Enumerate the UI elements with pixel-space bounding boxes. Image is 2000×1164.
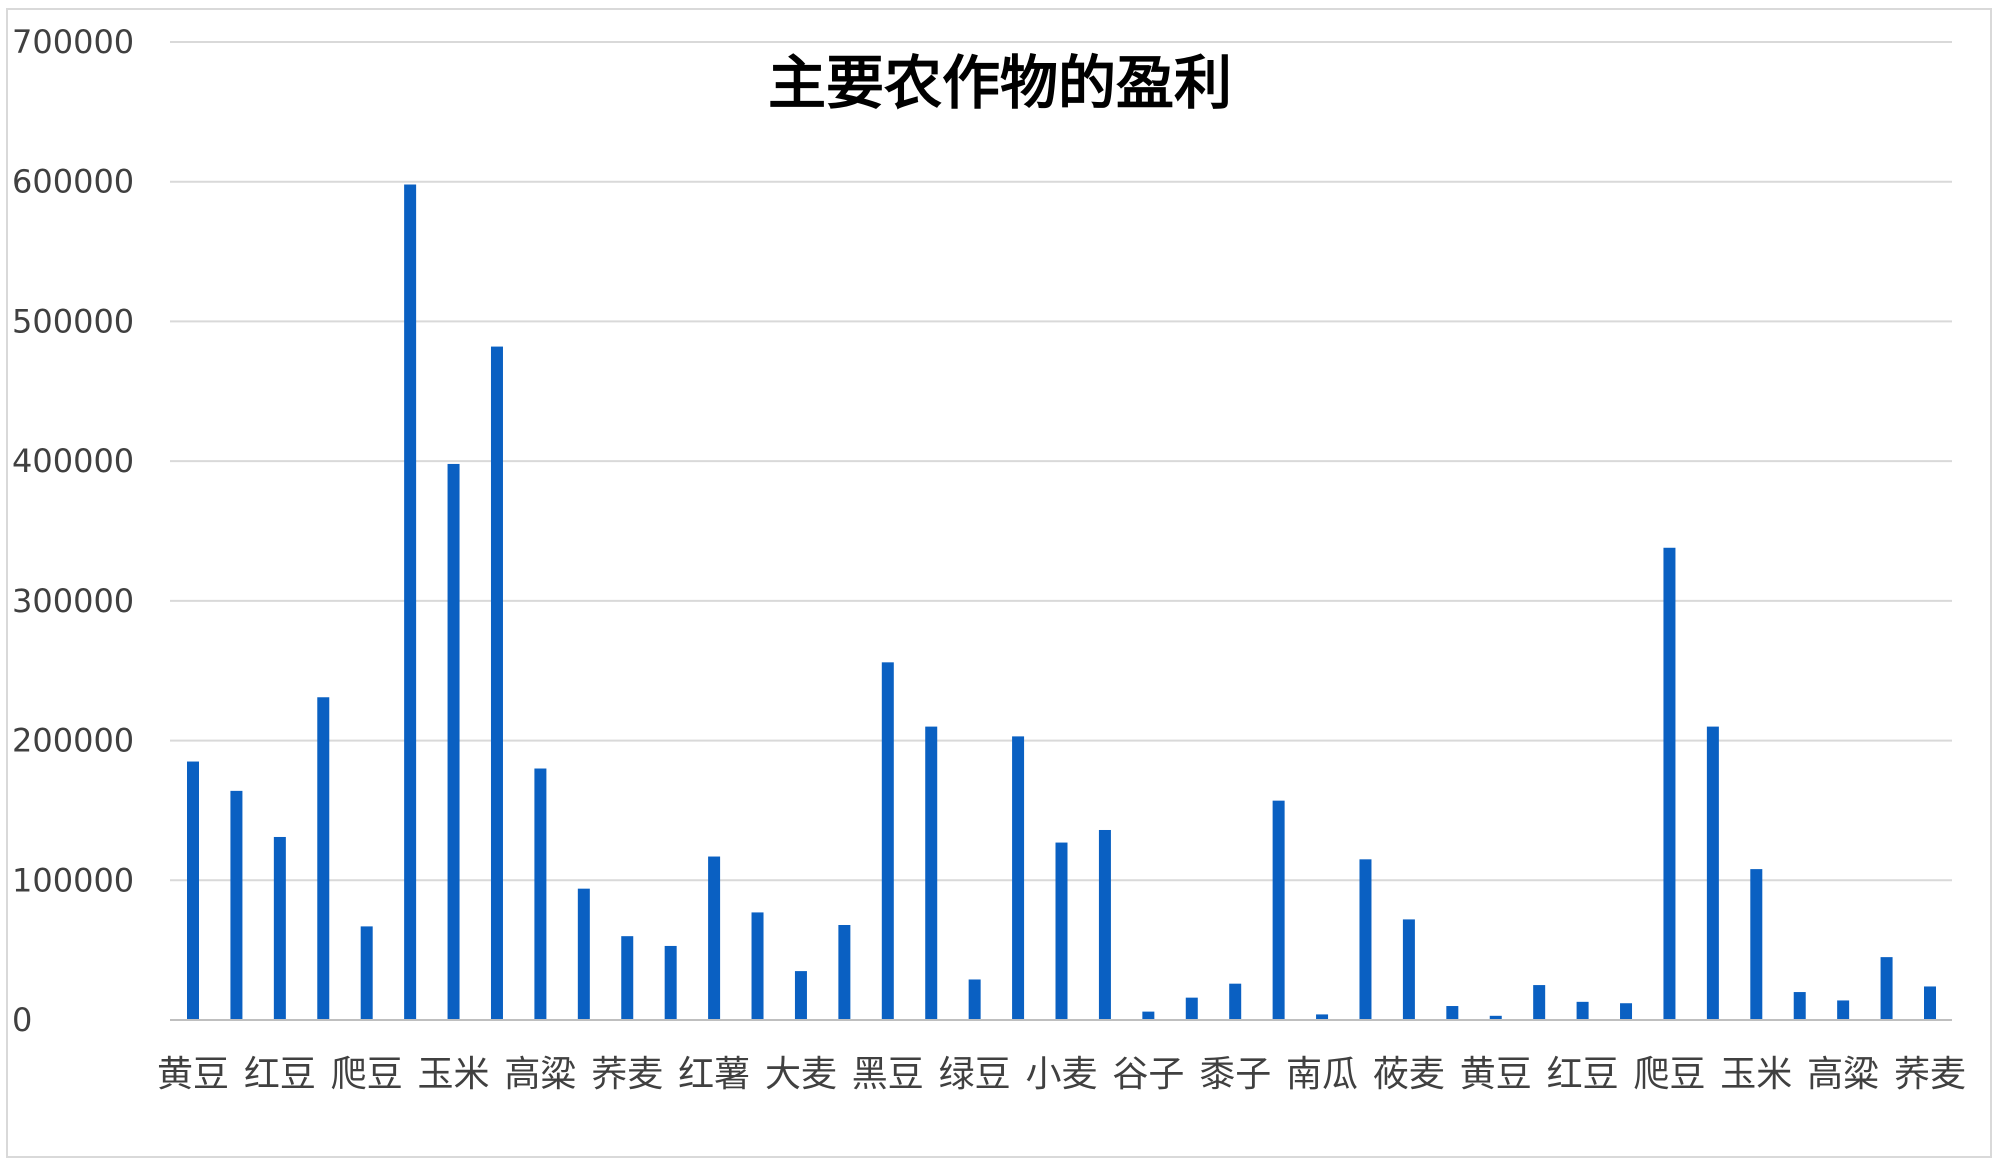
bar <box>1620 1003 1633 1020</box>
bar <box>447 463 460 1020</box>
x-tick-label: 荞麦 <box>1894 1054 1966 1095</box>
x-tick-label: 南瓜 <box>1286 1054 1358 1095</box>
bar <box>317 697 330 1020</box>
x-tick-label: 小麦 <box>1025 1054 1097 1095</box>
y-tick-label: 600000 <box>12 163 134 201</box>
y-tick-label: 400000 <box>12 442 134 480</box>
bar <box>1663 547 1676 1020</box>
x-tick-label: 黄豆 <box>1460 1054 1532 1095</box>
bar <box>1576 1001 1589 1020</box>
bar <box>1880 957 1893 1020</box>
x-tick-label: 高粱 <box>1807 1054 1879 1095</box>
bar <box>1924 986 1936 1020</box>
bar <box>881 662 894 1020</box>
bar <box>925 726 938 1020</box>
x-tick-label: 绿豆 <box>939 1054 1011 1095</box>
y-axis-tick-labels: 0 100000 200000 300000 400000 500000 600000 700… <box>12 23 134 1039</box>
bar <box>968 979 981 1020</box>
chart-title: 主要农作物的盈利 <box>768 49 1232 117</box>
bar <box>360 926 373 1020</box>
bar <box>534 768 547 1020</box>
x-axis-tick-labels: 黄豆 红豆 爬豆 玉米 高粱 荞麦 红薯 大麦 黑豆 绿豆 小麦 谷子 黍子 南瓜 莜麦 黄豆 红豆 爬豆 玉米 高粱… <box>157 1054 1966 1095</box>
bar <box>230 790 243 1020</box>
bar <box>1229 983 1242 1020</box>
bar <box>1185 997 1198 1020</box>
x-tick-label: 爬豆 <box>331 1054 403 1095</box>
bar <box>751 912 764 1020</box>
bar <box>1402 919 1415 1020</box>
bar <box>621 936 634 1020</box>
bar <box>1359 859 1372 1020</box>
bar <box>1489 1015 1502 1020</box>
x-tick-label: 红豆 <box>1547 1054 1619 1095</box>
bar <box>1272 800 1285 1020</box>
y-tick-label: 300000 <box>12 582 134 620</box>
x-tick-label: 莜麦 <box>1373 1054 1445 1095</box>
y-tick-label: 0 <box>12 1001 32 1039</box>
x-tick-label: 爬豆 <box>1633 1054 1705 1095</box>
bar <box>1142 1011 1155 1020</box>
y-tick-label: 100000 <box>12 861 134 899</box>
bar <box>1793 992 1806 1020</box>
bar <box>273 836 286 1020</box>
bar <box>664 945 677 1020</box>
gridlines <box>170 41 1952 882</box>
bar <box>404 184 417 1021</box>
bar <box>1316 1014 1329 1020</box>
bar <box>1012 736 1025 1020</box>
x-tick-label: 高粱 <box>504 1054 576 1095</box>
chart-frame <box>6 8 1992 1158</box>
bar <box>1750 869 1763 1020</box>
bar <box>1837 1000 1850 1020</box>
bar <box>187 761 199 1020</box>
bar <box>1098 829 1111 1020</box>
x-tick-label: 黑豆 <box>852 1054 924 1095</box>
x-tick-label: 红豆 <box>244 1054 316 1095</box>
bar <box>1706 726 1719 1020</box>
bars <box>187 184 1936 1021</box>
bar <box>838 924 851 1020</box>
x-tick-label: 红薯 <box>678 1054 750 1095</box>
bar <box>577 888 590 1020</box>
bar <box>708 856 721 1020</box>
bar <box>794 971 807 1020</box>
x-tick-label: 黄豆 <box>157 1054 229 1095</box>
y-tick-label: 200000 <box>12 722 134 760</box>
bar <box>1446 1006 1459 1020</box>
x-tick-label: 玉米 <box>1720 1054 1792 1095</box>
bar <box>1055 842 1068 1020</box>
y-tick-label: 700000 <box>12 23 134 61</box>
x-tick-label: 黍子 <box>1199 1054 1271 1095</box>
x-tick-label: 荞麦 <box>591 1054 663 1095</box>
x-tick-label: 玉米 <box>418 1054 490 1095</box>
bar <box>1533 985 1546 1020</box>
bar <box>490 346 503 1020</box>
x-tick-label: 谷子 <box>1112 1054 1184 1095</box>
x-tick-label: 大麦 <box>765 1054 837 1095</box>
y-tick-label: 500000 <box>12 302 134 340</box>
